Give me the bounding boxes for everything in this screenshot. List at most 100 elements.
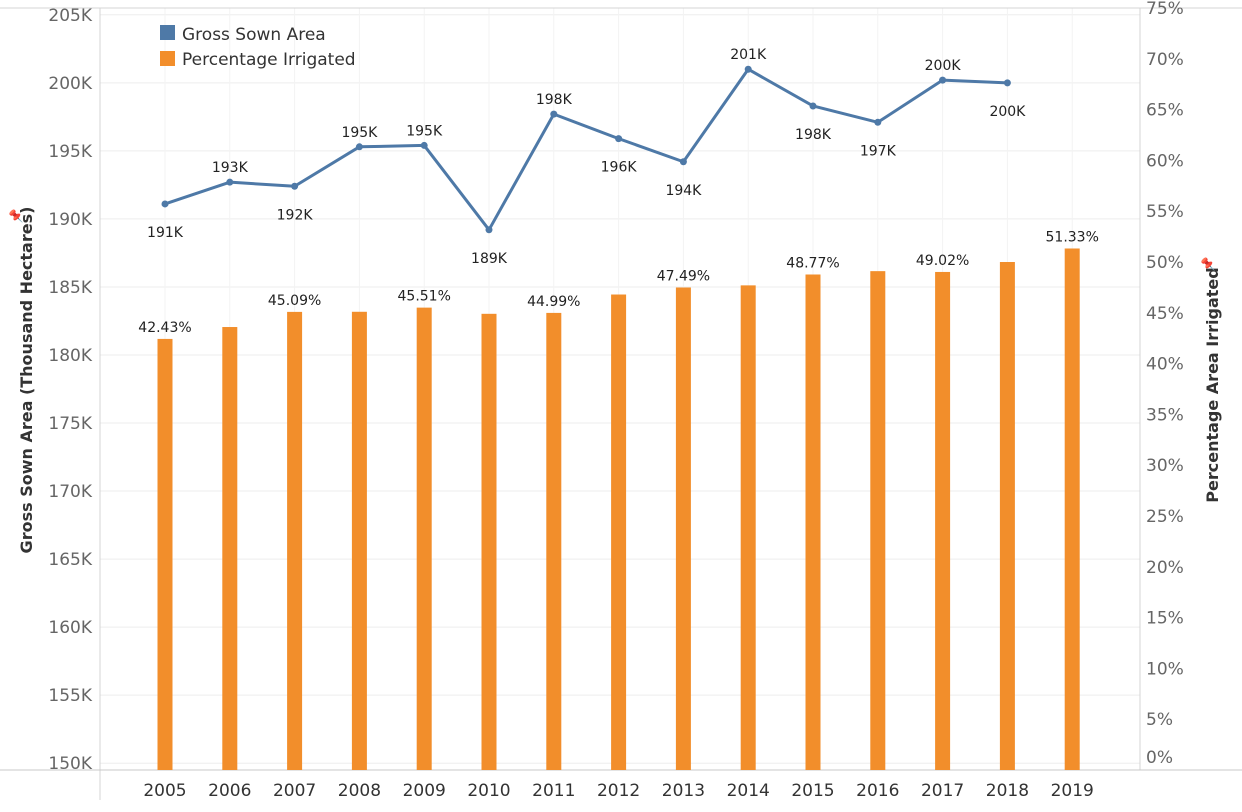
line-point [550,110,558,118]
line-data-label: 198K [795,127,832,143]
x-tick-label: 2014 [727,781,770,801]
line-data-label: 200K [925,58,962,74]
left-tick-label: 205K [48,6,92,26]
line-data-label: 195K [341,125,378,141]
line-point [1003,79,1011,87]
bar [351,311,367,770]
bar [157,338,173,770]
x-tick-label: 2016 [856,781,899,801]
line-data-label: 192K [277,207,314,223]
x-tick-label: 2009 [403,781,446,801]
data-labels: 191K 193K 192K 195K 195K 189K 198K 196K 194K 201K… [138,47,1099,336]
line-point [226,178,234,186]
left-tick-label: 195K [48,142,92,162]
line-point [291,182,299,190]
bar [999,262,1015,770]
line-data-label: 195K [406,123,443,139]
right-tick-label: 40% [1146,355,1184,375]
left-tick-label: 165K [48,550,92,570]
right-axis-title-group: Percentage Area Irrigated [1203,267,1222,502]
x-tick-label: 2015 [791,781,834,801]
x-tick-label: 2010 [467,781,510,801]
right-tick-label: 45% [1146,304,1184,324]
bar-data-label: 51.33% [1046,229,1099,245]
left-tick-label: 175K [48,414,92,434]
legend-swatch-percentage-irrigated [160,51,175,66]
x-tick-label: 2013 [662,781,705,801]
bar-data-label: 45.51% [398,289,451,305]
line-data-label: 197K [860,143,897,159]
right-tick-label: 25% [1146,507,1184,527]
line-series [161,65,1011,234]
bar [416,307,432,770]
right-tick-label: 10% [1146,659,1184,679]
right-tick-label: 55% [1146,202,1184,222]
line-data-label: 198K [536,92,573,108]
right-tick-label: 70% [1146,50,1184,70]
bar [546,312,562,770]
line-point [939,76,947,84]
x-tick-label: 2008 [338,781,381,801]
line-point [809,102,817,110]
line-point [420,141,428,149]
bar-data-label: 48.77% [786,255,839,271]
bar-data-label: 44.99% [527,294,580,310]
line-point [744,65,752,73]
right-tick-label: 20% [1146,558,1184,578]
right-tick-label: 75% [1146,0,1184,19]
x-tick-label: 2007 [273,781,316,801]
right-tick-label: 60% [1146,151,1184,171]
line-data-label: 194K [665,183,702,199]
right-tick-label: 65% [1146,101,1184,121]
pin-icon[interactable]: 📌 [8,208,23,223]
right-tick-label: 5% [1146,710,1173,730]
left-tick-label: 190K [48,210,92,230]
right-axis-title: Percentage Area Irrigated [1203,267,1222,502]
line-point [161,200,169,208]
line-data-label: 191K [147,225,184,241]
right-tick-label: 50% [1146,253,1184,273]
bar [611,294,627,770]
left-tick-label: 155K [48,686,92,706]
bar [287,311,303,770]
left-tick-label: 160K [48,618,92,638]
line-data-label: 189K [471,251,508,267]
bar-data-label: 42.43% [138,320,191,336]
left-axis-title-group: Gross Sown Area (Thousand Hectares) [17,207,36,554]
bar [222,327,238,770]
legend: Gross Sown Area Percentage Irrigated [160,25,356,70]
bar [805,274,821,770]
right-axis-ticks: 0% 5% 10% 15% 20% 25% 30% 35% 40% 45% 50% 55% 60% 65%… [1146,0,1184,768]
bar [870,271,886,770]
line-point [615,135,623,143]
bar-data-label: 45.09% [268,293,321,309]
bar [675,287,691,770]
left-tick-label: 180K [48,346,92,366]
bar [481,313,497,770]
bar [1064,248,1080,771]
bar-data-label: 47.49% [657,269,710,285]
right-tick-label: 0% [1146,748,1173,768]
left-axis-ticks: 150K 155K 160K 165K 170K 175K 180K 185K 190K 195K… [48,6,92,774]
x-tick-label: 2018 [986,781,1029,801]
left-tick-label: 200K [48,74,92,94]
line-data-label: 201K [730,47,767,63]
bar-data-label: 49.02% [916,253,969,269]
x-axis-ticks: 2005 2006 2007 2008 2009 2010 2011 2012 2013 2014… [143,781,1093,801]
right-tick-label: 15% [1146,609,1184,629]
line-data-label: 196K [601,160,638,176]
line-data-label: 193K [212,160,249,176]
x-tick-label: 2019 [1051,781,1094,801]
legend-label-percentage-irrigated: Percentage Irrigated [182,50,356,70]
right-tick-label: 35% [1146,405,1184,425]
bar [740,285,756,770]
pin-icon[interactable]: 📌 [1200,256,1215,271]
left-tick-label: 185K [48,278,92,298]
legend-swatch-gross-sown-area [160,25,175,40]
line-data-label: 200K [989,104,1026,120]
line-point [355,143,363,151]
x-tick-label: 2011 [532,781,575,801]
line-point [485,226,493,234]
right-tick-label: 30% [1146,456,1184,476]
